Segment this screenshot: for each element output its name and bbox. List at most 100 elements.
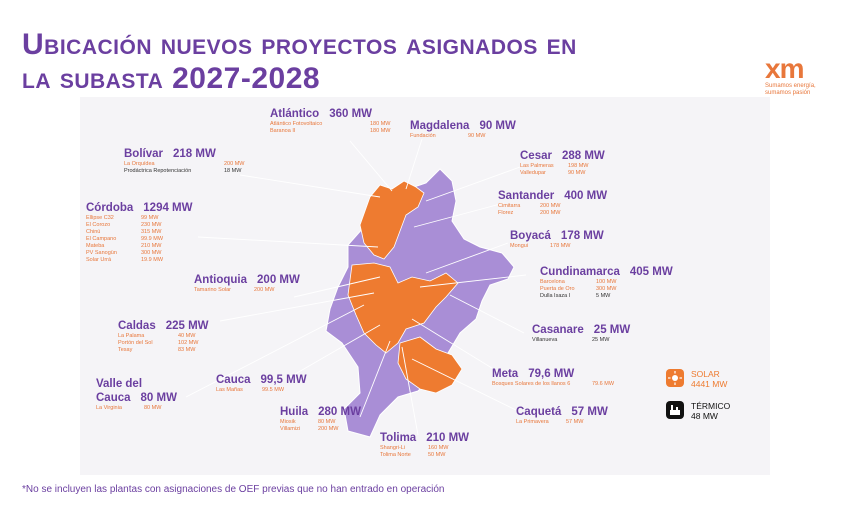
project-row: Bosques Solares de los llanos 6 79.6 MW [492, 381, 615, 387]
region-caqueta: Caquetá 57 MW La Primavera 57 MW [516, 405, 608, 426]
region-name: Casanare [532, 324, 584, 336]
region-name: Caquetá [516, 406, 562, 418]
project-row: Puerta de Oro 300 MW [540, 286, 617, 292]
map-panel: Atlántico 360 MW Atlántico Fotovoltaico 18… [80, 97, 770, 475]
region-name: Cauca [216, 374, 251, 386]
region-bolivar: Bolívar 218 MW La Orquídea 200 MW Prodáctr… [124, 147, 244, 175]
region-valle-del-cauca: Valle del Cauca 80 MW La Virginia 80 MW [96, 377, 177, 412]
legend-thermal-value: 48 MW [691, 411, 718, 421]
project-row: Villamizi 200 MW [280, 426, 339, 432]
project-row: La Virginia 80 MW [96, 405, 162, 411]
region-name: Bolívar [124, 148, 163, 160]
legend-solar-value: 4441 MW [691, 379, 728, 389]
region-name: Atlántico [270, 108, 320, 120]
page-title: Ubicación nuevos proyectos asignados en … [22, 28, 577, 96]
project-row: Atlántico Fotovoltaico 180 MW [270, 121, 391, 127]
region-cundinamarca: Cundinamarca 405 MW Barcelona 100 MW Puert… [540, 265, 673, 300]
region-total: 57 MW [571, 406, 608, 418]
region-total: 1294 MW [143, 202, 193, 214]
region-total: 200 MW [257, 274, 300, 286]
project-row: Cimitarra 200 MW [498, 203, 561, 209]
region-name: Boyacá [510, 230, 551, 242]
region-atlantico: Atlántico 360 MW Atlántico Fotovoltaico 18… [270, 107, 390, 135]
region-total: 288 MW [561, 150, 605, 162]
project-row: La Orquídea 200 MW [124, 161, 245, 167]
region-total: 80 MW [140, 392, 177, 404]
project-row: Las Palmeras 198 MW [520, 163, 589, 169]
legend-thermal-label: TÉRMICO [691, 401, 731, 411]
project-row: Valledupar 90 MW [520, 170, 586, 176]
region-cauca: Cauca 99,5 MW Las Mañas 99.5 MW [216, 373, 307, 394]
region-name: Magdalena [410, 120, 470, 132]
region-name: Cundinamarca [540, 266, 620, 278]
project-row: Chinú 315 MW [86, 229, 162, 235]
project-row: Portón del Sol 102 MW [118, 340, 199, 346]
project-row: Tolima Norte 50 MW [380, 452, 446, 458]
region-cesar: Cesar 288 MW Las Palmeras 198 MW Valledupa… [520, 149, 605, 177]
region-name: Caldas [118, 320, 156, 332]
project-row: Baranoa II 180 MW [270, 128, 391, 134]
project-row: Barcelona 100 MW [540, 279, 617, 285]
region-name: Huila [280, 406, 309, 418]
legend-solar-label: SOLAR [691, 369, 720, 379]
region-name: Cesar [520, 150, 552, 162]
region-huila: Huila 280 MW Miosik 80 MW Villamizi 200 MW [280, 405, 361, 433]
region-name-line1: Valle del [96, 378, 143, 390]
region-total: 99,5 MW [260, 374, 307, 386]
project-row: Shangri-Li 160 MW [380, 445, 449, 451]
project-row: Villanueva 25 MW [532, 337, 610, 343]
region-caldas: Caldas 225 MW La Palama 40 MW Portón del S… [118, 319, 209, 354]
region-total: 178 MW [560, 230, 604, 242]
footnote: *No se incluyen las plantas con asignaci… [22, 484, 445, 495]
factory-icon [666, 401, 684, 419]
colombia-map [185, 138, 527, 438]
leader-lines [185, 138, 527, 436]
region-antioquia: Antioquia 200 MW Tamarino Solar 200 MW [194, 273, 300, 294]
title-line1: Ubicación nuevos proyectos asignados en [22, 28, 577, 61]
project-row: La Primavera 57 MW [516, 419, 584, 425]
region-boyaca: Boyacá 178 MW Mongui 178 MW [510, 229, 604, 250]
region-name: Meta [492, 368, 519, 380]
region-name: Antioquia [194, 274, 248, 286]
project-row: PV Sanogün 300 MW [86, 250, 162, 256]
project-row: La Palama 40 MW [118, 333, 196, 339]
region-name: Tolima [380, 432, 417, 444]
title-line2-prefix: la subasta [22, 62, 164, 95]
project-row: Mateba 210 MW [86, 243, 162, 249]
project-row: Ellipse C32 99 MW [86, 215, 159, 221]
region-name: Santander [498, 190, 555, 202]
region-name: Córdoba [86, 202, 134, 214]
project-row: El Campano 99.9 MW [86, 236, 164, 242]
region-cordoba: Córdoba 1294 MW Ellipse C32 99 MW El Coroz… [86, 201, 193, 264]
project-row: Solar Urrá 19.9 MW [86, 257, 164, 263]
project-row: Mongui 178 MW [510, 243, 571, 249]
region-total: 25 MW [593, 324, 631, 336]
region-total: 360 MW [329, 108, 373, 120]
map-solar-north [359, 180, 425, 260]
region-total: 210 MW [426, 432, 470, 444]
project-row: Fundación 90 MW [410, 133, 486, 139]
region-total: 280 MW [318, 406, 361, 418]
project-row: Florez 200 MW [498, 210, 561, 216]
region-total: 405 MW [629, 266, 673, 278]
region-name-line2: Cauca [96, 392, 131, 404]
logo-tagline-1: Sumamos energía, [765, 83, 816, 89]
region-total: 400 MW [564, 190, 608, 202]
project-row: Tamarino Solar 200 MW [194, 287, 275, 293]
region-santander: Santander 400 MW Cimitarra 200 MW Florez 20… [498, 189, 607, 217]
sun-icon [666, 369, 684, 387]
region-meta: Meta 79,6 MW Bosques Solares de los llano… [492, 367, 614, 388]
project-row: Tesay 83 MW [118, 347, 196, 353]
project-row: El Corozo 230 MW [86, 222, 162, 228]
xm-logo: xm Sumamos energía, sumamos pasión [765, 55, 835, 97]
logo-tagline-2: sumamos pasión [765, 90, 811, 96]
region-total: 225 MW [165, 320, 209, 332]
project-row: Las Mañas 99.5 MW [216, 387, 285, 393]
region-total: 218 MW [173, 148, 216, 160]
region-magdalena: Magdalena 90 MW Fundación 90 MW [410, 119, 516, 140]
logo-mark: xm [765, 53, 804, 84]
map-solar-south [397, 336, 463, 394]
region-total: 90 MW [479, 120, 516, 132]
region-total: 79,6 MW [528, 368, 575, 380]
